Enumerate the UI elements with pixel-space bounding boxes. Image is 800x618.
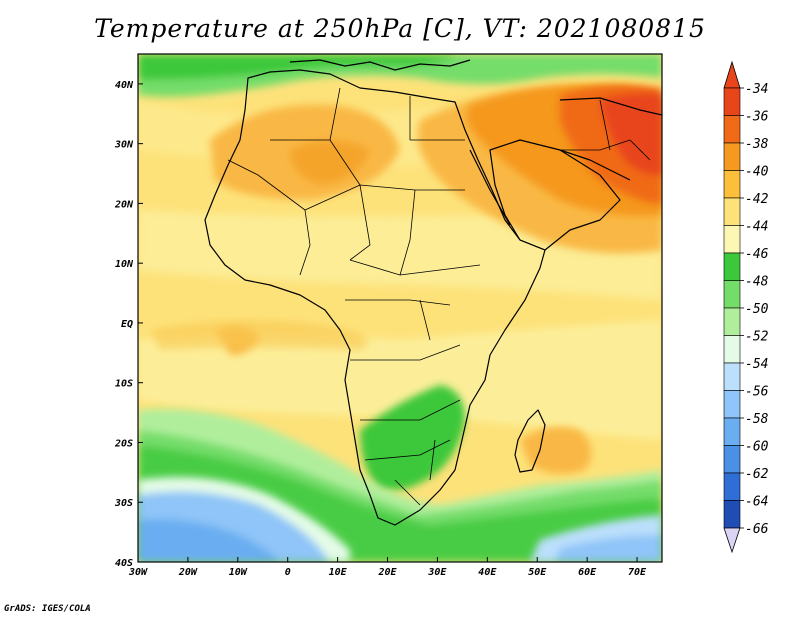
coastlines — [204, 59, 662, 526]
colorbar-label: -34 — [745, 82, 768, 97]
lon-tick-label: 10W — [229, 567, 248, 578]
grads-credit: GrADS: IGES/COLA — [4, 604, 91, 614]
colorbar-label: -48 — [745, 275, 769, 290]
colorbar-swatch — [723, 417, 741, 446]
colorbar-label: -54 — [745, 357, 768, 372]
colorbar-label: -60 — [745, 440, 769, 455]
lat-tick-label: 20S — [114, 438, 133, 449]
madagascar-coastline — [514, 409, 546, 473]
colorbar-label: -44 — [745, 220, 768, 235]
lon-tick-label: 60E — [578, 567, 597, 578]
country-borders — [227, 87, 651, 506]
colorbar-swatch — [723, 142, 741, 171]
colorbar-label: -58 — [745, 412, 769, 427]
colorbar-label: -36 — [745, 110, 769, 125]
colorbar-label: -66 — [745, 522, 769, 537]
lat-tick-label: 30S — [114, 498, 133, 509]
colorbar-swatch — [723, 197, 741, 226]
colorbar-label: -56 — [745, 385, 769, 400]
lon-tick-label: 0 — [285, 567, 291, 578]
red-sea-coast — [469, 149, 511, 226]
europe-coast — [289, 59, 471, 71]
colorbar-swatch — [723, 87, 741, 116]
colorbar-swatch — [723, 445, 741, 474]
africa-coastline — [204, 69, 546, 526]
colorbar-label: -62 — [745, 467, 769, 482]
colorbar-label: -42 — [745, 192, 769, 207]
lon-tick-label: 20W — [178, 567, 198, 578]
plot-frame — [137, 53, 663, 563]
lat-tick-label: 30N — [114, 140, 134, 151]
colorbar-swatch — [723, 472, 741, 501]
colorbar-label: -38 — [745, 137, 769, 152]
longitude-axis: 30W 20W 10W 0 10E 20E 30E 40E 50E 60E 70E — [128, 557, 647, 578]
colorbar-swatch — [723, 335, 741, 364]
arabia-coastline — [489, 139, 621, 251]
colorbar-bottom-arrow — [723, 527, 741, 554]
colorbar-swatch — [723, 390, 741, 419]
lat-tick-label: 40S — [115, 558, 133, 569]
colorbar-swatch — [723, 225, 741, 254]
colorbar-label: -52 — [745, 330, 769, 345]
lon-tick-label: 10E — [329, 567, 348, 578]
colorbar-label: -50 — [745, 302, 769, 317]
colorbar-label: -40 — [745, 165, 769, 180]
plot-title: Temperature at 250hPa [C], VT: 202108081… — [94, 14, 706, 43]
colorbar-label: -64 — [745, 495, 768, 510]
colorbar-swatch — [723, 307, 741, 336]
iran-coast — [559, 97, 662, 116]
lon-tick-label: 70E — [628, 567, 647, 578]
temperature-field — [138, 54, 662, 562]
lon-tick-label: 50E — [528, 567, 547, 578]
lat-tick-label: 20N — [114, 199, 134, 210]
colorbar-swatch — [723, 252, 741, 281]
colorbar-swatch — [723, 280, 741, 309]
lon-tick-label: 30W — [128, 567, 148, 578]
lat-tick-label: 10S — [115, 379, 133, 390]
colorbar-top-arrow — [723, 60, 741, 89]
lon-tick-label: 40E — [478, 567, 497, 578]
colorbar-swatch — [723, 170, 741, 199]
lat-tick-label: EQ — [121, 319, 133, 330]
lon-tick-label: 20E — [377, 567, 397, 578]
persian-gulf-coast — [559, 149, 631, 181]
lat-tick-label: 40N — [115, 80, 134, 91]
colorbar: -34 -36 -38 -40 -42 -44 -46 -48 -50 -52 -54 -56 -58 -… — [723, 60, 769, 554]
colorbar-swatch — [723, 115, 741, 144]
colorbar-swatch — [723, 500, 741, 529]
lon-tick-label: 30E — [427, 567, 447, 578]
colorbar-label: -46 — [745, 247, 769, 262]
lat-tick-label: 10N — [115, 259, 134, 270]
latitude-axis: 40N 30N 20N 10N EQ 10S 20S 30S 40S — [114, 80, 143, 569]
colorbar-swatch — [723, 362, 741, 391]
